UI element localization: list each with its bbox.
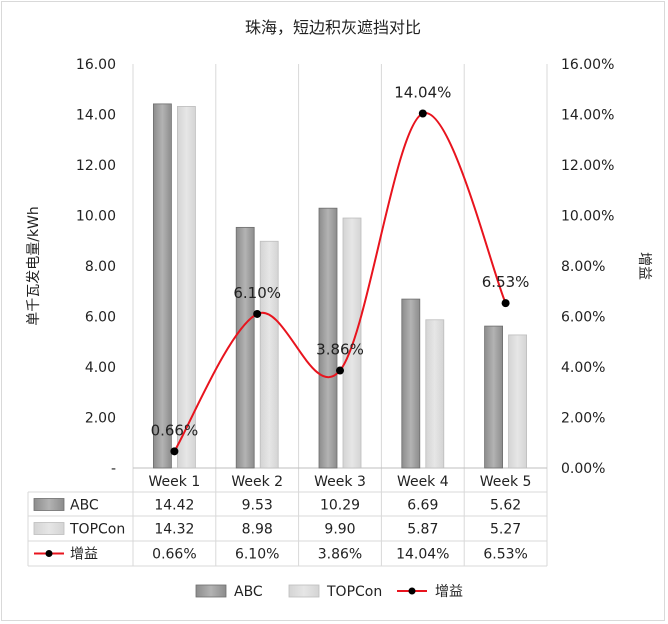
table-cell: 0.66% [152,547,196,563]
right-tick-label: 16.00% [561,57,614,73]
table-header-category: Week 4 [397,474,449,490]
gain-point-3 [336,366,344,375]
left-tick-label: 12.00 [76,158,116,174]
right-tick-label: 2.00% [561,411,605,427]
table-cell: 14.42 [154,498,194,514]
legend-label: TOPCon [326,584,382,600]
left-axis-ticks: - 2.00 4.00 6.00 8.00 10.00 12.00 14.00 16.00 [76,57,116,477]
bar-topcon-5 [508,334,528,469]
left-axis-title: 单千瓦发电量/kWh [26,206,42,326]
table-header-category: Week 2 [231,474,283,490]
right-tick-label: 0.00% [561,461,605,477]
table-header-category: Week 1 [149,474,201,490]
chart-title: 珠海，短边积灰遮挡对比 [245,18,421,37]
table-cell: 14.32 [154,522,194,538]
table-cell: 6.10% [235,547,279,563]
data-table: Week 1 Week 2 Week 3 Week 4 Week 5 ABC 14.42 9.… [27,474,547,567]
table-key-abc [33,498,65,511]
bar-abc-3 [318,207,338,469]
right-tick-label: 8.00% [561,259,605,275]
gain-line-group: 0.66% 6.10% 3.86% 14.04% 6.53% [151,83,530,456]
table-series-name: 增益 [70,547,98,563]
gain-data-label: 6.53% [482,273,530,291]
table-key-gain-marker [45,550,53,557]
gain-point-1 [170,447,179,456]
legend-key-topcon [288,584,320,598]
bar-abc-4 [401,298,421,469]
left-tick-label: 2.00 [85,411,116,427]
left-tick-label: 8.00 [85,259,116,275]
table-cell: 6.69 [407,498,438,514]
left-tick-label: 4.00 [85,360,116,376]
bars-group [152,103,528,469]
left-tick-label: 14.00 [76,108,116,124]
right-tick-label: 10.00% [561,209,614,225]
table-cell: 6.53% [483,547,527,563]
gain-data-label: 0.66% [151,421,199,439]
legend-key-abc [195,584,227,598]
table-cell: 9.53 [242,498,273,514]
bar-topcon-1 [176,106,196,469]
left-tick-label: 10.00 [76,209,116,225]
legend-label: 增益 [435,584,463,600]
right-axis-ticks: 0.00% 2.00% 4.00% 6.00% 8.00% 10.00% 12.00% 14.… [561,57,614,477]
table-cell: 9.90 [324,522,355,538]
table-cell: 14.04% [396,547,449,563]
left-tick-label: - [111,461,116,477]
table-cell: 3.86% [318,547,362,563]
bar-abc-5 [484,325,504,469]
left-tick-label: 6.00 [85,310,116,326]
table-cell: 5.62 [490,498,521,514]
left-tick-label: 16.00 [76,57,116,73]
right-tick-label: 14.00% [561,108,614,124]
table-series-name: ABC [70,498,99,514]
legend-key-gain-marker [408,587,416,595]
bar-abc-1 [152,103,172,469]
gain-data-label: 14.04% [394,83,451,101]
right-tick-label: 6.00% [561,310,605,326]
gain-point-2 [253,309,262,318]
table-cell: 5.87 [407,522,438,538]
gain-data-label: 6.10% [233,284,281,302]
table-header-category: Week 5 [480,474,532,490]
bar-abc-2 [235,226,255,469]
gain-line [173,112,507,452]
legend: ABC TOPCon 增益 [195,584,463,600]
right-tick-label: 12.00% [561,158,614,174]
gain-point-5 [501,299,510,308]
table-cell: 10.29 [320,498,360,514]
gain-data-label: 3.86% [316,341,364,359]
table-key-topcon [33,522,65,535]
table-cell: 8.98 [242,522,273,538]
bar-topcon-4 [425,319,445,469]
bar-topcon-2 [259,240,279,469]
right-axis-title: 增益 [636,252,652,280]
table-header-category: Week 3 [314,474,366,490]
legend-label: ABC [234,584,263,600]
table-cell: 5.27 [490,522,521,538]
gain-point-4 [418,109,427,118]
right-tick-label: 4.00% [561,360,605,376]
gridlines [132,64,548,566]
table-series-name: TOPCon [69,522,125,538]
